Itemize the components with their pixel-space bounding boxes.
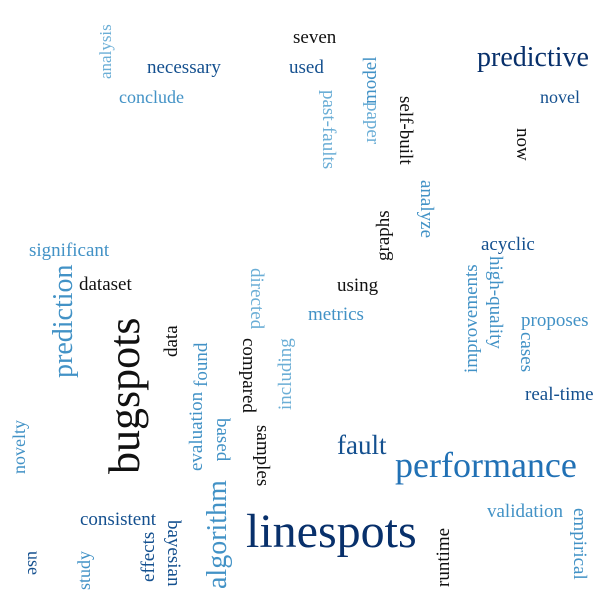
word-use: use: [24, 551, 44, 575]
word-proposes: proposes: [521, 310, 589, 331]
word-dataset: dataset: [79, 274, 132, 295]
word-bayesian: bayesian: [163, 520, 184, 587]
word-samples: samples: [252, 425, 273, 487]
word-linespots: linespots: [246, 505, 417, 558]
word-novelty: novelty: [9, 420, 29, 474]
word-past-faults: past-faults: [318, 90, 339, 170]
word-graphs: graphs: [373, 210, 394, 261]
word-using: using: [337, 275, 379, 296]
word-analysis: analysis: [96, 24, 115, 79]
word-necessary: necessary: [147, 57, 221, 78]
word-acyclic: acyclic: [481, 234, 535, 255]
word-data: data: [161, 325, 182, 357]
word-metrics: metrics: [308, 304, 364, 325]
word-study: study: [74, 550, 94, 590]
word-model: model: [360, 56, 381, 105]
word-now: now: [512, 128, 533, 161]
word-predictive: predictive: [477, 42, 589, 73]
word-prediction: prediction: [48, 264, 79, 378]
word-bugspots: bugspots: [100, 317, 149, 474]
word-consistent: consistent: [80, 509, 156, 530]
word-including: including: [275, 338, 296, 410]
word-real-time: real-time: [525, 384, 594, 405]
word-cases: cases: [516, 332, 537, 373]
word-directed: directed: [246, 268, 267, 330]
word-based: based: [212, 418, 233, 462]
word-compared: compared: [238, 338, 259, 413]
word-novel: novel: [540, 87, 580, 107]
word-improvements: improvements: [461, 264, 482, 373]
word-significant: significant: [29, 240, 110, 261]
word-algorithm: algorithm: [202, 480, 233, 589]
word-analyze: analyze: [416, 180, 437, 239]
word-found: found: [191, 342, 212, 387]
word-self-built: self-built: [395, 96, 416, 165]
word-high-quality: high-quality: [485, 256, 506, 349]
word-conclude: conclude: [119, 87, 184, 107]
word-performance: performance: [395, 445, 577, 485]
word-seven: seven: [293, 27, 337, 48]
word-evaluation: evaluation: [186, 391, 207, 471]
word-effects: effects: [138, 531, 159, 582]
word-validation: validation: [487, 501, 563, 522]
word-paper: paper: [362, 102, 383, 145]
word-runtime: runtime: [433, 527, 454, 587]
word-empirical: empirical: [569, 508, 590, 580]
word-used: used: [289, 57, 324, 78]
word-fault: fault: [337, 430, 387, 460]
